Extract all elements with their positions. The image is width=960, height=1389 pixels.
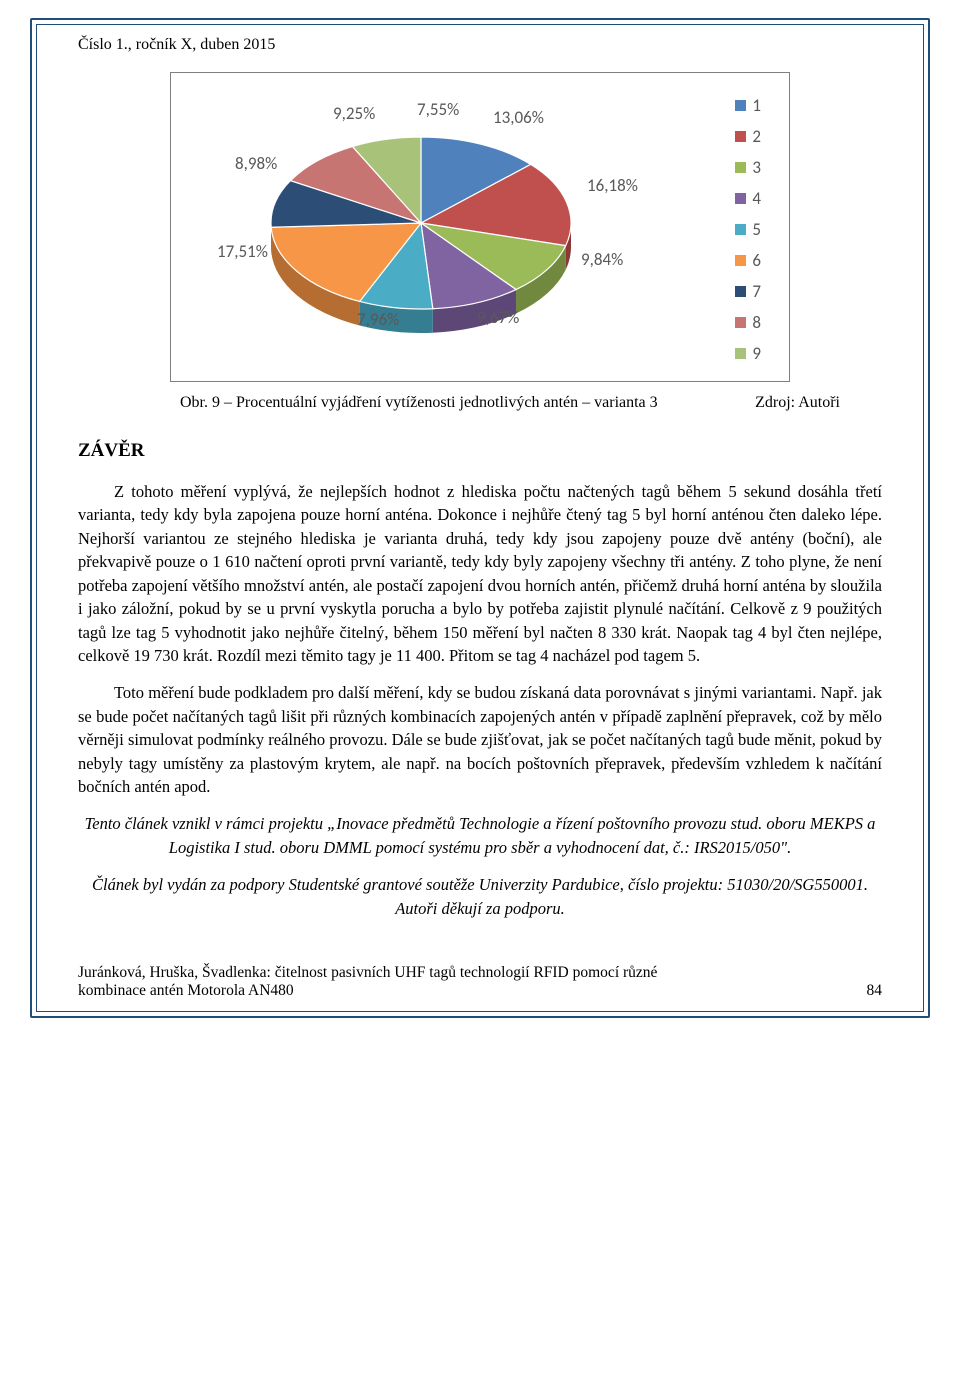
legend-item-2: 2 — [735, 126, 761, 147]
pie-label-8: 9,25% — [333, 103, 375, 124]
pie-label-7: 8,98% — [235, 153, 277, 174]
legend-item-3: 3 — [735, 157, 761, 178]
footer-left: Juránková, Hruška, Švadlenka: čitelnost … — [78, 964, 718, 1000]
legend-swatch — [735, 131, 746, 142]
pie-label-3: 9,84% — [581, 249, 623, 270]
legend-swatch — [735, 348, 746, 359]
legend-swatch — [735, 255, 746, 266]
page-footer: Juránková, Hruška, Švadlenka: čitelnost … — [78, 964, 882, 1000]
page-content: Číslo 1., ročník X, duben 2015 13,06% 16,… — [0, 0, 960, 1036]
legend-swatch — [735, 317, 746, 328]
legend-swatch — [735, 224, 746, 235]
figure-source: Zdroj: Autoři — [755, 394, 840, 412]
pie-label-2: 16,18% — [587, 175, 638, 196]
pie-label-4: 9,67% — [477, 307, 519, 328]
legend-label: 8 — [752, 312, 761, 333]
pie-chart-frame: 13,06% 16,18% 9,84% 9,67% 7,96% 17,51% 8,98% 9,… — [170, 72, 790, 382]
legend-label: 2 — [752, 126, 761, 147]
legend-label: 5 — [752, 219, 761, 240]
page-header: Číslo 1., ročník X, duben 2015 — [78, 36, 882, 54]
section-heading: ZÁVĚR — [78, 440, 882, 462]
legend-swatch — [735, 162, 746, 173]
acknowledgement-1: Tento článek vznikl v rámci projektu „In… — [78, 812, 882, 859]
legend-label: 4 — [752, 188, 761, 209]
legend-swatch — [735, 286, 746, 297]
legend-label: 7 — [752, 281, 761, 302]
pie-svg — [241, 113, 601, 353]
legend-item-8: 8 — [735, 312, 761, 333]
pie-label-1: 13,06% — [493, 107, 544, 128]
legend-item-5: 5 — [735, 219, 761, 240]
paragraph-2: Toto měření bude podkladem pro další měř… — [78, 681, 882, 798]
pie-label-6: 17,51% — [217, 241, 268, 262]
page-number: 84 — [867, 982, 883, 1000]
legend-label: 1 — [752, 95, 761, 116]
legend-item-4: 4 — [735, 188, 761, 209]
figure-title: Obr. 9 – Procentuální vyjádření vytíženo… — [180, 394, 658, 412]
legend-label: 9 — [752, 343, 761, 364]
legend-swatch — [735, 100, 746, 111]
figure-caption-row: Obr. 9 – Procentuální vyjádření vytíženo… — [120, 394, 840, 412]
legend-label: 3 — [752, 157, 761, 178]
pie-label-9: 7,55% — [417, 99, 459, 120]
legend-swatch — [735, 193, 746, 204]
paragraph-1: Z tohoto měření vyplývá, že nejlepších h… — [78, 480, 882, 667]
acknowledgement-2: Článek byl vydán za podpory Studentské g… — [78, 873, 882, 920]
legend-label: 6 — [752, 250, 761, 271]
legend-item-9: 9 — [735, 343, 761, 364]
chart-legend: 1 2 3 4 5 6 7 8 9 — [735, 95, 761, 374]
pie-label-5: 7,96% — [357, 309, 399, 330]
pie-chart: 13,06%16,18%9,84%9,67%7,96%17,51%8,98%9,… — [241, 113, 601, 353]
legend-item-1: 1 — [735, 95, 761, 116]
legend-item-6: 6 — [735, 250, 761, 271]
legend-item-7: 7 — [735, 281, 761, 302]
